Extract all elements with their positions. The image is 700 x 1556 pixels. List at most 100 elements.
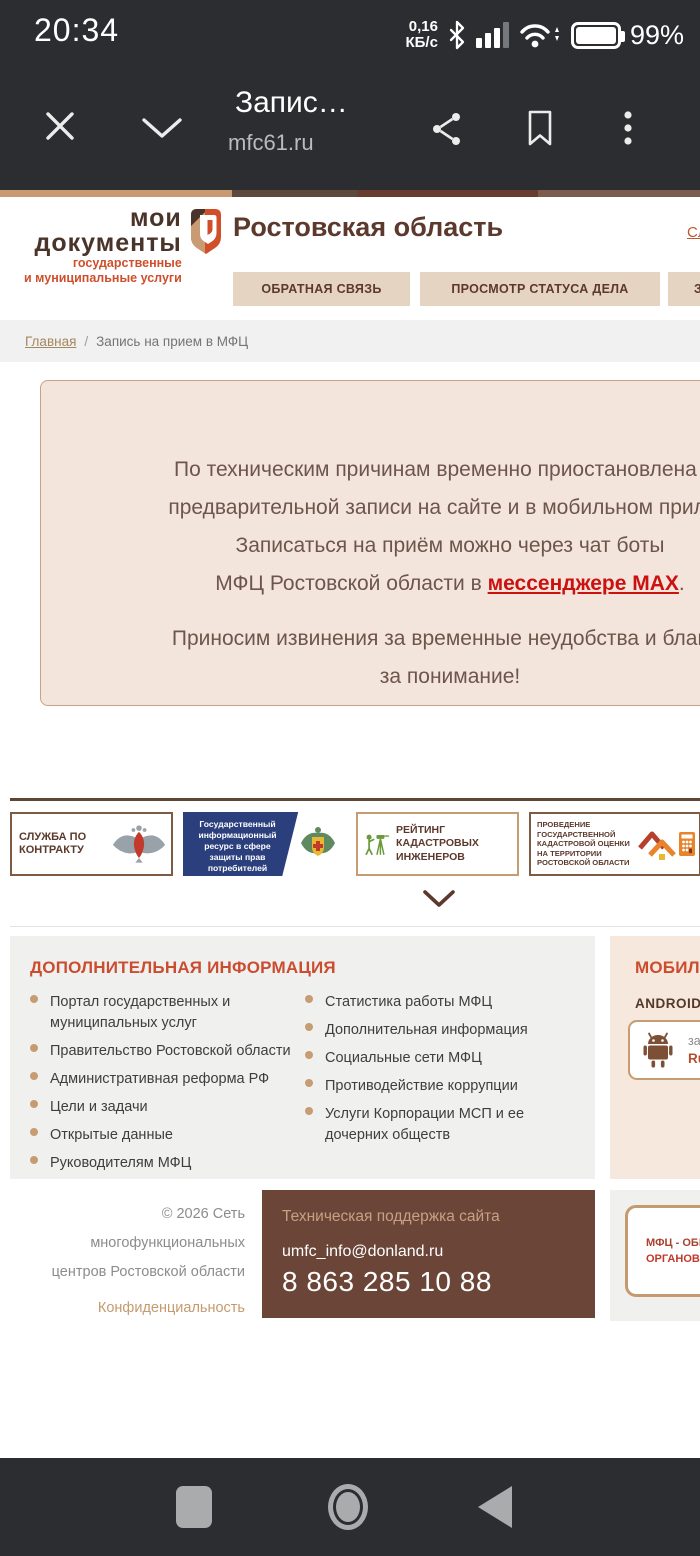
copyright-line: © 2026 Сеть — [161, 1206, 245, 1222]
rospotrebnadzor-emblem-icon — [301, 827, 335, 856]
notice-line: предварительной записи на сайте и в моби… — [168, 496, 700, 519]
list-item[interactable]: Правительство Ростовской области — [30, 1041, 300, 1062]
browser-toolbar: Запис… mfc61.ru — [0, 70, 700, 190]
support-phone[interactable]: 8 863 285 10 88 — [282, 1266, 492, 1297]
additional-info-panel: ДОПОЛНИТЕЛЬНАЯ ИНФОРМАЦИЯ Портал государ… — [10, 936, 595, 1179]
army-eagle-icon — [112, 825, 166, 863]
breadcrumb-current: Запись на прием в МФЦ — [96, 333, 249, 349]
nav-button-feedback[interactable]: ОБРАТНАЯ СВЯЗЬ — [233, 272, 410, 306]
calculator-icon — [679, 832, 695, 856]
header-link[interactable]: Сл — [687, 224, 700, 241]
page-title: Запис… — [235, 86, 348, 119]
list-item[interactable]: Противодействие коррупции — [305, 1076, 570, 1097]
bullet-icon — [305, 995, 313, 1003]
tech-support-box: Техническая поддержка сайта umfc_info@do… — [262, 1190, 595, 1318]
list-item[interactable]: Открытые данные — [30, 1125, 300, 1146]
list-item[interactable]: Руководителям МФЦ — [30, 1153, 300, 1174]
privacy-link[interactable]: Конфиденциальность — [97, 1300, 245, 1316]
progress-strip-segment — [357, 190, 538, 197]
notice-line: По техническим причинам временно приоста… — [173, 458, 700, 481]
divider — [10, 926, 700, 927]
support-email[interactable]: umfc_info@donland.ru — [282, 1243, 444, 1260]
breadcrumb-home-link[interactable]: Главная — [25, 333, 77, 349]
list-item[interactable]: Услуги Корпорации МСП и ее дочерних обще… — [305, 1104, 570, 1146]
footer-badge-panel: МФЦ - ОБЩЕС ОРГАНОВ ВЛА — [610, 1190, 700, 1321]
close-icon[interactable] — [42, 108, 78, 144]
notice-line: МФЦ Ростовской области в мессенджере МАХ… — [215, 572, 685, 595]
progress-strip-segment — [232, 190, 357, 197]
list-item[interactable]: Административная реформа РФ — [30, 1069, 300, 1090]
expand-banners-chevron-icon[interactable] — [421, 888, 457, 910]
notice-line: за понимание! — [379, 665, 521, 688]
store-card-line2: Ru — [688, 1050, 700, 1066]
breadcrumb: Главная / Запись на прием в МФЦ — [0, 320, 700, 362]
banner-cadastral-valuation[interactable]: ПРОВЕДЕНИЕ ГОСУДАРСТВЕННОЙ КАДАСТРОВОЙ О… — [529, 812, 700, 876]
signal-icon — [475, 22, 509, 48]
bullet-icon — [305, 1107, 313, 1115]
notice-line: Приносим извинения за временные неудобст… — [171, 627, 700, 650]
bullet-icon — [30, 1044, 38, 1052]
nav-button-case-status[interactable]: ПРОСМОТР СТАТУСА ДЕЛА — [420, 272, 660, 306]
mfc-public-badge[interactable]: МФЦ - ОБЩЕС ОРГАНОВ ВЛА — [625, 1205, 700, 1297]
home-button[interactable] — [328, 1484, 368, 1530]
copyright-line: центров Ростовской области — [51, 1264, 245, 1280]
bullet-icon — [30, 1156, 38, 1164]
rustore-download-card[interactable]: зап Ru — [628, 1020, 700, 1080]
clock: 20:34 — [34, 12, 120, 48]
region-title: Ростовская область — [233, 212, 504, 242]
logo-tagline-1: государственные — [72, 256, 182, 270]
list-item[interactable]: Портал государственных и муниципальных у… — [30, 992, 300, 1034]
list-item[interactable]: Цели и задачи — [30, 1097, 300, 1118]
overflow-menu-icon[interactable] — [622, 108, 634, 148]
links-column-1: Портал государственных и муниципальных у… — [30, 992, 300, 1181]
bullet-icon — [305, 1023, 313, 1031]
share-icon[interactable] — [428, 110, 466, 148]
platform-label: ANDROID — [635, 996, 700, 1011]
bluetooth-icon — [449, 20, 465, 50]
bookmark-icon[interactable] — [524, 108, 556, 148]
status-bar: 20:34 0,16 КБ/с 99% — [0, 0, 700, 70]
nav-button-appointment[interactable]: ЗА — [668, 272, 700, 306]
notice-line: Записаться на приём можно через чат боты — [235, 534, 665, 557]
messenger-max-link[interactable]: мессенджере МАХ — [487, 572, 679, 595]
support-title: Техническая поддержка сайта — [282, 1208, 500, 1225]
wifi-icon — [520, 24, 559, 48]
section-divider-line — [10, 798, 700, 801]
bullet-icon — [305, 1079, 313, 1087]
additional-info-heading: ДОПОЛНИТЕЛЬНАЯ ИНФОРМАЦИЯ — [30, 958, 336, 977]
status-icons: 0,16 КБ/с 99% — [406, 0, 685, 70]
surveyor-icon — [365, 834, 390, 856]
battery-icon — [570, 21, 625, 49]
logo-word-2: документы — [34, 229, 182, 257]
progress-strip-segment — [538, 190, 700, 197]
android-navbar — [0, 1458, 700, 1556]
mobile-app-panel: МОБИЛЬН ANDROID зап Ru — [610, 936, 700, 1179]
chevron-down-icon[interactable] — [140, 116, 184, 140]
bullet-icon — [30, 1100, 38, 1108]
copyright-block: © 2026 Сеть многофункциональных центров … — [0, 1200, 245, 1323]
roofs-icon — [638, 831, 676, 860]
list-item[interactable]: Дополнительная информация — [305, 1020, 570, 1041]
progress-strip-segment — [0, 190, 232, 197]
back-button[interactable] — [478, 1486, 512, 1528]
battery-percent: 99% — [629, 19, 684, 50]
recents-button[interactable] — [176, 1486, 212, 1528]
breadcrumb-separator: / — [84, 333, 89, 349]
banner-consumer-rights[interactable]: Государственный информационный ресурс в … — [183, 812, 346, 876]
list-item[interactable]: Статистика работы МФЦ — [305, 992, 570, 1013]
list-item[interactable]: Социальные сети МФЦ — [305, 1048, 570, 1069]
copyright-line: многофункциональных — [90, 1235, 245, 1251]
bullet-icon — [30, 1072, 38, 1080]
shield-logo-icon — [190, 209, 221, 254]
page-url: mfc61.ru — [228, 130, 314, 155]
site-logo[interactable]: мои документы государственные и муниципа… — [24, 206, 224, 286]
bullet-icon — [30, 995, 38, 1003]
notice-box: По техническим причинам временно приоста… — [40, 380, 700, 706]
logo-word-1: мои — [129, 204, 182, 232]
banner-army-contract[interactable]: СЛУЖБА ПО КОНТРАКТУ — [10, 812, 173, 876]
store-card-line1: зап — [688, 1033, 700, 1048]
links-column-2: Статистика работы МФЦ Дополнительная инф… — [305, 992, 570, 1153]
banner-cadastral-engineers[interactable]: РЕЙТИНГ КАДАСТРОВЫХ ИНЖЕНЕРОВ — [356, 812, 519, 876]
network-speed: 0,16 КБ/с — [405, 18, 438, 51]
